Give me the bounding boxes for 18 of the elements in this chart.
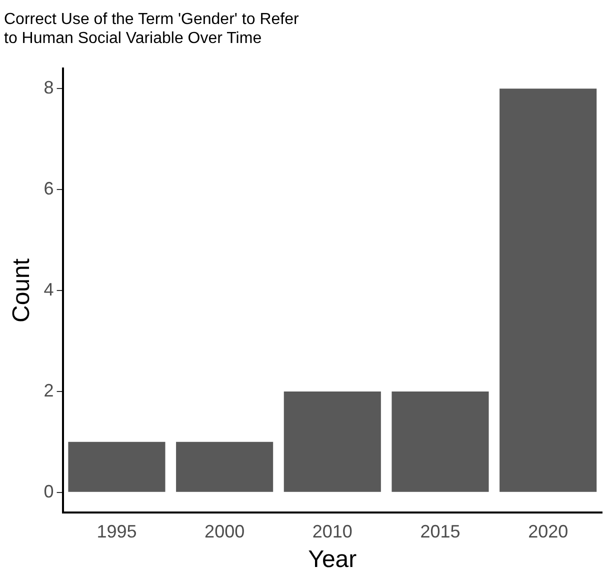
bar — [68, 442, 166, 492]
x-tick-label: 2020 — [528, 521, 568, 542]
y-tick-label: 0 — [44, 481, 54, 502]
y-axis-title: Count — [8, 258, 36, 323]
bar — [500, 88, 597, 492]
x-tick-label: 2010 — [312, 521, 352, 542]
x-tick-label: 1995 — [96, 521, 137, 542]
bar — [176, 442, 274, 492]
y-tick-label: 4 — [44, 279, 54, 300]
y-tick-label: 6 — [44, 178, 54, 199]
y-tick-label: 2 — [44, 380, 54, 400]
bar — [284, 391, 381, 492]
chart-title: Correct Use of the Term 'Gender' to Refer to Human Social Variable Over Time — [4, 11, 300, 48]
y-tick-label: 8 — [44, 78, 54, 98]
x-tick-label: 2015 — [420, 521, 460, 542]
bar — [392, 391, 489, 492]
x-tick-label: 2000 — [204, 521, 245, 542]
x-axis-title: Year — [308, 546, 357, 574]
